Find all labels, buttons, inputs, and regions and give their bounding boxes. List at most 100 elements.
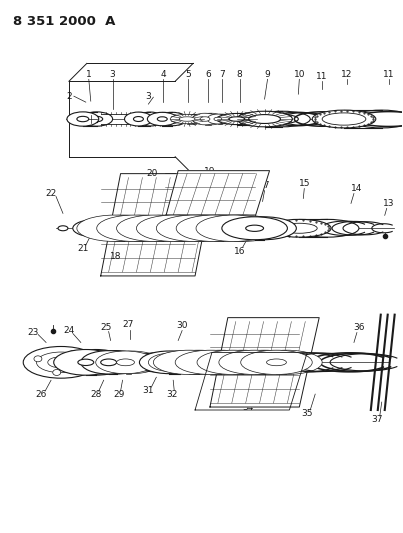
Ellipse shape	[152, 353, 202, 372]
Ellipse shape	[175, 350, 247, 375]
Text: 13: 13	[383, 199, 395, 208]
Ellipse shape	[276, 359, 296, 366]
Ellipse shape	[196, 215, 272, 241]
Ellipse shape	[105, 225, 125, 232]
Ellipse shape	[137, 215, 212, 241]
Ellipse shape	[83, 223, 108, 233]
Ellipse shape	[133, 225, 153, 232]
Ellipse shape	[23, 346, 99, 378]
Ellipse shape	[109, 359, 125, 366]
Polygon shape	[165, 171, 270, 219]
Ellipse shape	[77, 116, 89, 122]
Ellipse shape	[73, 220, 118, 237]
Text: 12: 12	[341, 70, 353, 79]
Text: 35: 35	[301, 409, 313, 418]
Ellipse shape	[281, 223, 317, 233]
Ellipse shape	[295, 220, 359, 237]
Text: 19: 19	[204, 167, 216, 176]
Ellipse shape	[157, 117, 167, 122]
Ellipse shape	[255, 225, 272, 231]
Ellipse shape	[268, 220, 331, 237]
Ellipse shape	[229, 117, 245, 121]
Ellipse shape	[136, 220, 181, 236]
Ellipse shape	[165, 215, 241, 241]
Ellipse shape	[175, 220, 221, 236]
Ellipse shape	[153, 225, 173, 232]
Text: 5: 5	[185, 70, 191, 79]
Ellipse shape	[96, 351, 155, 374]
Ellipse shape	[176, 215, 251, 241]
Ellipse shape	[86, 215, 161, 241]
Ellipse shape	[185, 350, 257, 375]
Ellipse shape	[97, 215, 172, 241]
Text: 29: 29	[113, 390, 124, 399]
Text: 33: 33	[262, 318, 273, 327]
Ellipse shape	[211, 114, 233, 124]
Ellipse shape	[229, 350, 300, 375]
Text: 8: 8	[237, 70, 243, 79]
Ellipse shape	[266, 115, 298, 124]
Ellipse shape	[239, 356, 278, 369]
Text: 25: 25	[100, 323, 111, 332]
Ellipse shape	[193, 225, 213, 232]
Ellipse shape	[167, 117, 177, 122]
Text: 14: 14	[351, 184, 363, 193]
Ellipse shape	[204, 225, 224, 232]
Ellipse shape	[88, 359, 104, 366]
Ellipse shape	[266, 359, 287, 366]
Ellipse shape	[133, 117, 143, 122]
Ellipse shape	[197, 350, 268, 375]
Ellipse shape	[233, 359, 253, 366]
Text: 28: 28	[90, 390, 102, 399]
Text: 37: 37	[371, 415, 382, 424]
Ellipse shape	[261, 356, 300, 369]
Polygon shape	[210, 318, 319, 407]
Ellipse shape	[179, 114, 213, 124]
Ellipse shape	[217, 356, 256, 369]
Ellipse shape	[54, 350, 118, 375]
Ellipse shape	[207, 114, 229, 124]
Ellipse shape	[170, 359, 190, 366]
Text: 1: 1	[86, 70, 91, 79]
Text: 6: 6	[205, 70, 211, 79]
Text: 34: 34	[242, 402, 253, 411]
Ellipse shape	[241, 350, 312, 375]
Ellipse shape	[214, 117, 222, 121]
Text: 16: 16	[234, 247, 245, 256]
Ellipse shape	[173, 356, 213, 369]
Ellipse shape	[198, 113, 224, 125]
Text: 4: 4	[160, 70, 166, 79]
Text: 22: 22	[46, 189, 57, 198]
Ellipse shape	[246, 225, 264, 231]
Text: 26: 26	[35, 390, 47, 399]
Ellipse shape	[148, 353, 198, 372]
Text: 3: 3	[145, 92, 151, 101]
Ellipse shape	[215, 220, 260, 236]
Ellipse shape	[150, 351, 210, 374]
Ellipse shape	[159, 359, 179, 366]
Ellipse shape	[116, 359, 135, 366]
Ellipse shape	[89, 351, 144, 374]
Text: 9: 9	[265, 70, 270, 79]
Ellipse shape	[157, 112, 187, 126]
Ellipse shape	[219, 350, 291, 375]
Ellipse shape	[101, 359, 116, 366]
Ellipse shape	[245, 359, 264, 366]
Ellipse shape	[106, 215, 181, 241]
Ellipse shape	[137, 112, 164, 126]
Ellipse shape	[81, 112, 112, 126]
Text: 3: 3	[110, 70, 116, 79]
Polygon shape	[101, 174, 215, 276]
Ellipse shape	[207, 350, 278, 375]
Ellipse shape	[195, 356, 235, 369]
Ellipse shape	[211, 359, 231, 366]
Ellipse shape	[169, 359, 185, 365]
Text: 15: 15	[299, 179, 310, 188]
Ellipse shape	[322, 113, 366, 125]
Ellipse shape	[145, 215, 221, 241]
Text: 27: 27	[123, 320, 134, 329]
Ellipse shape	[205, 215, 280, 241]
Ellipse shape	[144, 225, 164, 232]
Text: 17: 17	[259, 181, 270, 190]
Ellipse shape	[156, 215, 232, 241]
